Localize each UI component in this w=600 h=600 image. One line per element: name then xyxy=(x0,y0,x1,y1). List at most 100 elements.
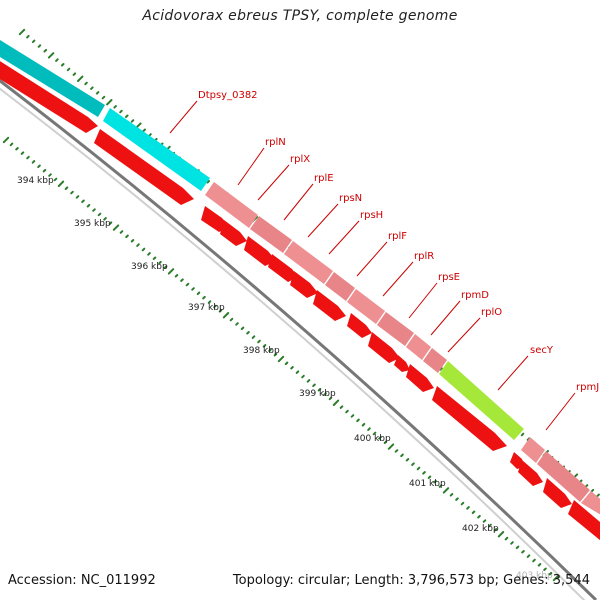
inner-tick-88 xyxy=(488,523,492,528)
outer-tick-16 xyxy=(113,105,117,109)
inner-tick-31 xyxy=(174,274,179,278)
inner-tick-86 xyxy=(477,514,481,519)
inner-tick-66 xyxy=(367,427,371,431)
feature-track-inner xyxy=(0,58,600,545)
gene-label-secY[interactable]: secY xyxy=(530,345,554,356)
inner-tick-7 xyxy=(42,168,47,173)
inner-tick-60 xyxy=(332,399,340,406)
protein-feature-rplF[interactable] xyxy=(377,312,414,346)
gene-label-rpmJ[interactable]: rpmJ xyxy=(576,382,599,393)
outer-tick-3 xyxy=(37,44,42,48)
inner-tick-80 xyxy=(442,487,450,494)
inner-tick-17 xyxy=(97,212,102,217)
callout-line-rpmD xyxy=(430,300,461,336)
kbp-label-399: 399 kbp xyxy=(299,389,336,399)
cds-arrow-rplF[interactable] xyxy=(313,290,346,321)
protein-feature-edge[interactable] xyxy=(581,491,600,518)
cds-arrow-rplR[interactable] xyxy=(347,313,372,338)
inner-tick-70 xyxy=(387,443,395,450)
inner-tick-0 xyxy=(2,136,10,144)
inner-tick-16 xyxy=(92,208,96,212)
protein-feature-rplR[interactable] xyxy=(406,334,431,360)
inner-tick-56 xyxy=(312,383,316,388)
inner-tick-75 xyxy=(416,466,421,471)
gene-label-Dtpsy_0382[interactable]: Dtpsy_0382 xyxy=(198,90,258,101)
cds-arrow-rpsN[interactable] xyxy=(268,254,298,282)
inner-tick-30 xyxy=(167,268,175,275)
protein-feature-rpsE[interactable] xyxy=(423,348,447,373)
inner-tick-72 xyxy=(400,453,404,458)
protein-feature-rplE[interactable] xyxy=(284,241,333,284)
gene-label-rplX[interactable]: rplX xyxy=(290,154,310,165)
cds-arrow-rpmD[interactable] xyxy=(394,355,410,372)
cds-arrow-rpsE[interactable] xyxy=(368,332,400,363)
gene-label-group: Dtpsy_0382 rplN rplX rplE rpsN rpsH rplF… xyxy=(198,90,599,393)
backbone-shadow-line xyxy=(0,87,586,600)
inner-tick-61 xyxy=(339,405,344,409)
gene-label-rplE[interactable]: rplE xyxy=(314,173,334,184)
inner-tick-3 xyxy=(20,151,25,155)
outer-tick-12 xyxy=(90,86,94,90)
protein-feature-rpsH[interactable] xyxy=(347,289,385,324)
inner-tick-53 xyxy=(295,370,300,374)
inner-tick-85 xyxy=(471,510,476,515)
outer-tick-32 xyxy=(206,180,210,184)
cds-arrow-rpsK[interactable] xyxy=(543,478,572,508)
rna-feature-1[interactable] xyxy=(0,40,105,117)
gene-label-rpmD[interactable]: rpmD xyxy=(461,290,489,301)
gene-label-rpsH[interactable]: rpsH xyxy=(360,210,383,221)
gene-label-rplO[interactable]: rplO xyxy=(481,307,502,318)
inner-tick-24 xyxy=(136,243,140,247)
protein-feature-rplX[interactable] xyxy=(250,216,292,253)
cds-arrow-rplE[interactable] xyxy=(244,236,276,266)
cds-arrow-rpsM[interactable] xyxy=(518,460,543,486)
inner-tick-91 xyxy=(504,536,509,541)
kbp-label-398: 398 kbp xyxy=(243,346,280,356)
cds-arrow-rpsD[interactable] xyxy=(568,500,600,545)
map-title: Acidovorax ebreus TPSY, complete genome xyxy=(142,8,458,24)
rna-feature-2[interactable] xyxy=(103,108,210,191)
inner-tick-90 xyxy=(497,531,505,538)
cds-arrow-rplX[interactable] xyxy=(220,220,247,246)
highlight-feature-secY[interactable] xyxy=(439,361,524,440)
inner-tick-34 xyxy=(191,287,195,291)
inner-tick-68 xyxy=(378,436,382,440)
inner-tick-82 xyxy=(455,497,459,501)
kbp-label-397: 397 kbp xyxy=(188,303,225,313)
outer-tick-97 xyxy=(584,484,589,488)
outer-tick-4 xyxy=(43,48,48,53)
topology-text: Topology: circular; Length: 3,796,573 bp… xyxy=(232,573,590,588)
cds-arrow-rpsH[interactable] xyxy=(290,271,318,298)
protein-feature-rpsN[interactable] xyxy=(325,272,355,301)
inner-tick-29 xyxy=(163,265,168,269)
callout-line-rpsH xyxy=(328,220,360,255)
inner-tick-5 xyxy=(31,160,36,164)
outer-tick-13 xyxy=(95,91,100,95)
kbp-label-403: 403 kbp xyxy=(516,571,553,581)
gene-label-rpsN[interactable]: rpsN xyxy=(339,193,362,204)
outer-tick-98 xyxy=(590,488,595,493)
outer-tick-14 xyxy=(101,95,106,100)
outer-tick-17 xyxy=(119,109,123,114)
inner-tick-79 xyxy=(438,484,443,488)
inner-tick-40 xyxy=(222,312,230,319)
gene-label-rplF[interactable]: rplF xyxy=(388,231,407,242)
callout-line-rplR xyxy=(382,261,414,297)
inner-tick-32 xyxy=(180,278,184,282)
protein-feature-rpsM[interactable] xyxy=(537,451,590,502)
outer-tick-10 xyxy=(77,75,84,82)
gene-label-rplR[interactable]: rplR xyxy=(414,251,434,262)
cds-arrow-rplO[interactable] xyxy=(406,364,434,392)
cds-arrow-secY[interactable] xyxy=(432,386,507,451)
cds-arrow-Dtpsy_0382[interactable] xyxy=(94,129,194,205)
inner-tick-67 xyxy=(372,431,377,436)
inner-tick-1 xyxy=(9,142,14,147)
inner-tick-ring xyxy=(2,136,560,582)
protein-feature-rplN[interactable] xyxy=(205,182,258,228)
gene-label-rpsE[interactable]: rpsE xyxy=(438,272,460,283)
protein-feature-rpmJ[interactable] xyxy=(521,437,545,463)
inner-tick-14 xyxy=(81,199,85,204)
gene-label-rplN[interactable]: rplN xyxy=(265,137,286,148)
cds-arrow-1[interactable] xyxy=(0,58,98,133)
outer-tick-2 xyxy=(31,39,36,44)
